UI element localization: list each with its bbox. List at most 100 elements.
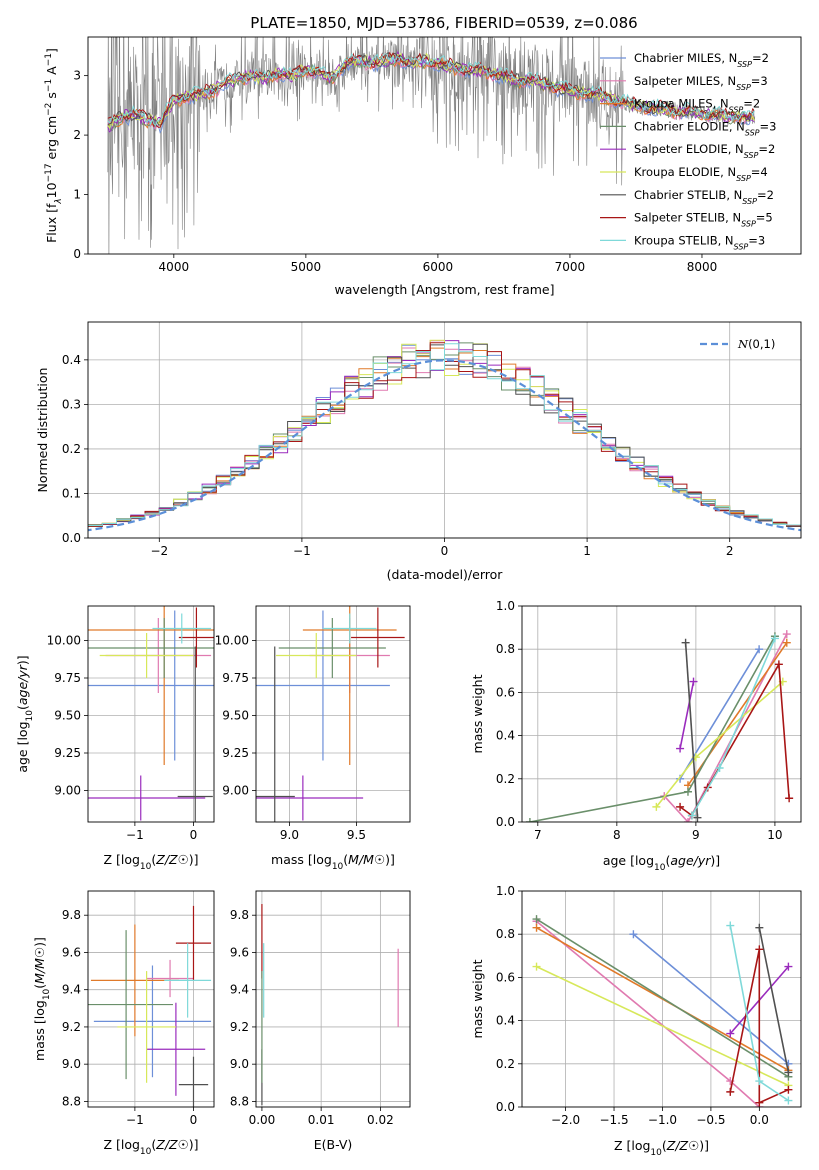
model-line-s6: [107, 51, 755, 126]
x-tick-label: 4000: [159, 260, 190, 274]
mass-vs-EBV-frame: [255, 890, 411, 1108]
legend-name: Salpeter STELIB, N: [634, 211, 741, 225]
y-tick-label: 9.6: [230, 945, 249, 959]
y-tick-label: 9.0: [62, 1057, 81, 1071]
x-tick-label: 2: [726, 544, 734, 558]
weight-line-s0: [632, 933, 789, 1065]
y-tick-label: 9.2: [62, 1020, 81, 1034]
weight-marker-s0: [629, 930, 638, 939]
label-part: 10: [140, 862, 152, 872]
y-tick-label: 3: [73, 69, 81, 83]
weight-marker-s3: [532, 915, 541, 924]
ylabel-part: λ: [54, 198, 64, 204]
weight-line-s5: [536, 965, 789, 1087]
age-vs-Z-xlabel: Z [log10(Z/Z☉)]: [103, 852, 198, 872]
x-tick-label: 5000: [291, 260, 322, 274]
age-vs-mass-xlabel: mass [log10(M/M☉)]: [271, 852, 395, 872]
x-tick-label: 8: [613, 828, 621, 842]
x-tick-label: 9: [692, 828, 700, 842]
weight-marker-s8: [687, 811, 696, 820]
x-tick-label: 10: [767, 828, 782, 842]
label-part: (: [32, 984, 47, 989]
label-part: )]: [15, 655, 30, 665]
spectrum-ylabel: Flux [fλ10−17 erg cm−2 s−1 A−1]: [44, 48, 64, 243]
weight-marker-s7: [784, 1085, 793, 1094]
ylabel-part: A: [44, 66, 59, 79]
label-part: )]: [710, 853, 720, 868]
ylabel-part: Flux [f: [44, 203, 59, 243]
legend-name: Chabrier ELODIE, N: [634, 119, 745, 133]
y-tick-label: 0.8: [496, 927, 515, 941]
legend-label-s8: Kroupa STELIB, NSSP=3: [634, 233, 765, 251]
weight-marker-s5: [532, 962, 541, 971]
weight-marker-s6: [755, 923, 764, 932]
y-tick-label: 0.2: [496, 1057, 515, 1071]
legend-sub: SSP: [742, 196, 757, 205]
model-line-s8: [107, 52, 755, 127]
spectrum-xlabel: wavelength [Angstrom, rest frame]: [334, 282, 554, 297]
label-part: age [log: [603, 853, 654, 868]
age-vs-mass-panel: 9.0 9.5 9.00 9.25 9.50 9.75 10.00 mass [log10(M…: [215, 605, 411, 872]
weight-marker-s3: [525, 818, 534, 822]
y-tick-label: 10.00: [215, 634, 249, 648]
y-tick-label: 9.75: [54, 671, 81, 685]
y-tick-label: 0.4: [496, 1014, 515, 1028]
y-tick-label: 9.4: [62, 983, 81, 997]
ylabel-part: s: [44, 92, 59, 103]
label-part: Z/Z☉: [155, 852, 189, 867]
weight-marker-s8: [715, 764, 724, 772]
ylabel-part: ]: [44, 48, 59, 53]
legend-label-s4: Salpeter ELODIE, NSSP=2: [634, 142, 775, 160]
label-part: age/yr: [670, 853, 711, 868]
weight-marker-s7: [785, 794, 794, 803]
weight-line-s3: [536, 918, 789, 1078]
weight-marker-s4: [726, 1029, 735, 1038]
label-part: (: [343, 852, 348, 867]
mass-vs-Z-xlabel: Z [log10(Z/Z☉)]: [103, 1137, 198, 1157]
y-tick-label: 9.50: [54, 709, 81, 723]
y-tick-label: 8.8: [230, 1094, 249, 1108]
legend-label-s3: Chabrier ELODIE, NSSP=3: [634, 119, 776, 137]
legend-label-normal: N(0,1): [737, 337, 775, 351]
x-tick-label: 0.0: [750, 1113, 769, 1127]
x-tick-label: 9.5: [347, 828, 366, 842]
y-tick-label: 0.3: [62, 397, 81, 411]
y-tick-label: 9.25: [54, 746, 81, 760]
y-tick-label: 0.4: [62, 353, 81, 367]
residuals-plot-area: [88, 322, 801, 538]
mass-vs-EBV-xlabel: E(B-V): [314, 1137, 353, 1152]
legend-label-s5: Kroupa ELODIE, NSSP=4: [634, 165, 768, 183]
x-tick-label: 1: [583, 544, 591, 558]
weight-marker-s0: [755, 645, 764, 654]
weight-vs-Z-plot-area: [522, 891, 801, 1107]
y-tick-label: 0: [73, 247, 81, 261]
age-vs-Z-frame: [87, 605, 215, 823]
weight-marker-s7: [676, 802, 685, 811]
weight-line-s2: [536, 927, 789, 1071]
label-part: Z [log: [614, 1138, 650, 1153]
mass-vs-Z-frame: [87, 890, 215, 1108]
weight-line-s4: [679, 681, 695, 749]
legend-name: Salpeter ELODIE, N: [634, 142, 744, 156]
ylabel-part: 10: [44, 182, 59, 198]
weight-vs-Z-ylabel: mass weight: [470, 959, 485, 1038]
y-tick-label: 2: [73, 128, 81, 142]
histogram-s8: [88, 343, 801, 529]
x-tick-label: 0: [190, 828, 198, 842]
weight-line-s5: [655, 680, 784, 808]
x-tick-label: 7: [534, 828, 542, 842]
weight-vs-age-frame: [521, 605, 802, 823]
legend-nssp: =2: [743, 97, 760, 111]
y-tick-label: 9.75: [222, 671, 249, 685]
y-tick-label: 0.6: [496, 970, 515, 984]
mass-vs-Z-plot-area: [88, 891, 214, 1107]
weight-vs-age-xlabel: age [log10(age/yr)]: [603, 853, 720, 873]
legend-sub: SSP: [737, 60, 752, 69]
x-tick-label: 6000: [423, 260, 454, 274]
legend-name: Chabrier MILES, N: [634, 51, 737, 65]
legend-name: Chabrier STELIB, N: [634, 188, 742, 202]
x-tick-label: 8000: [687, 260, 718, 274]
legend-label-s0: Chabrier MILES, NSSP=2: [634, 51, 769, 69]
